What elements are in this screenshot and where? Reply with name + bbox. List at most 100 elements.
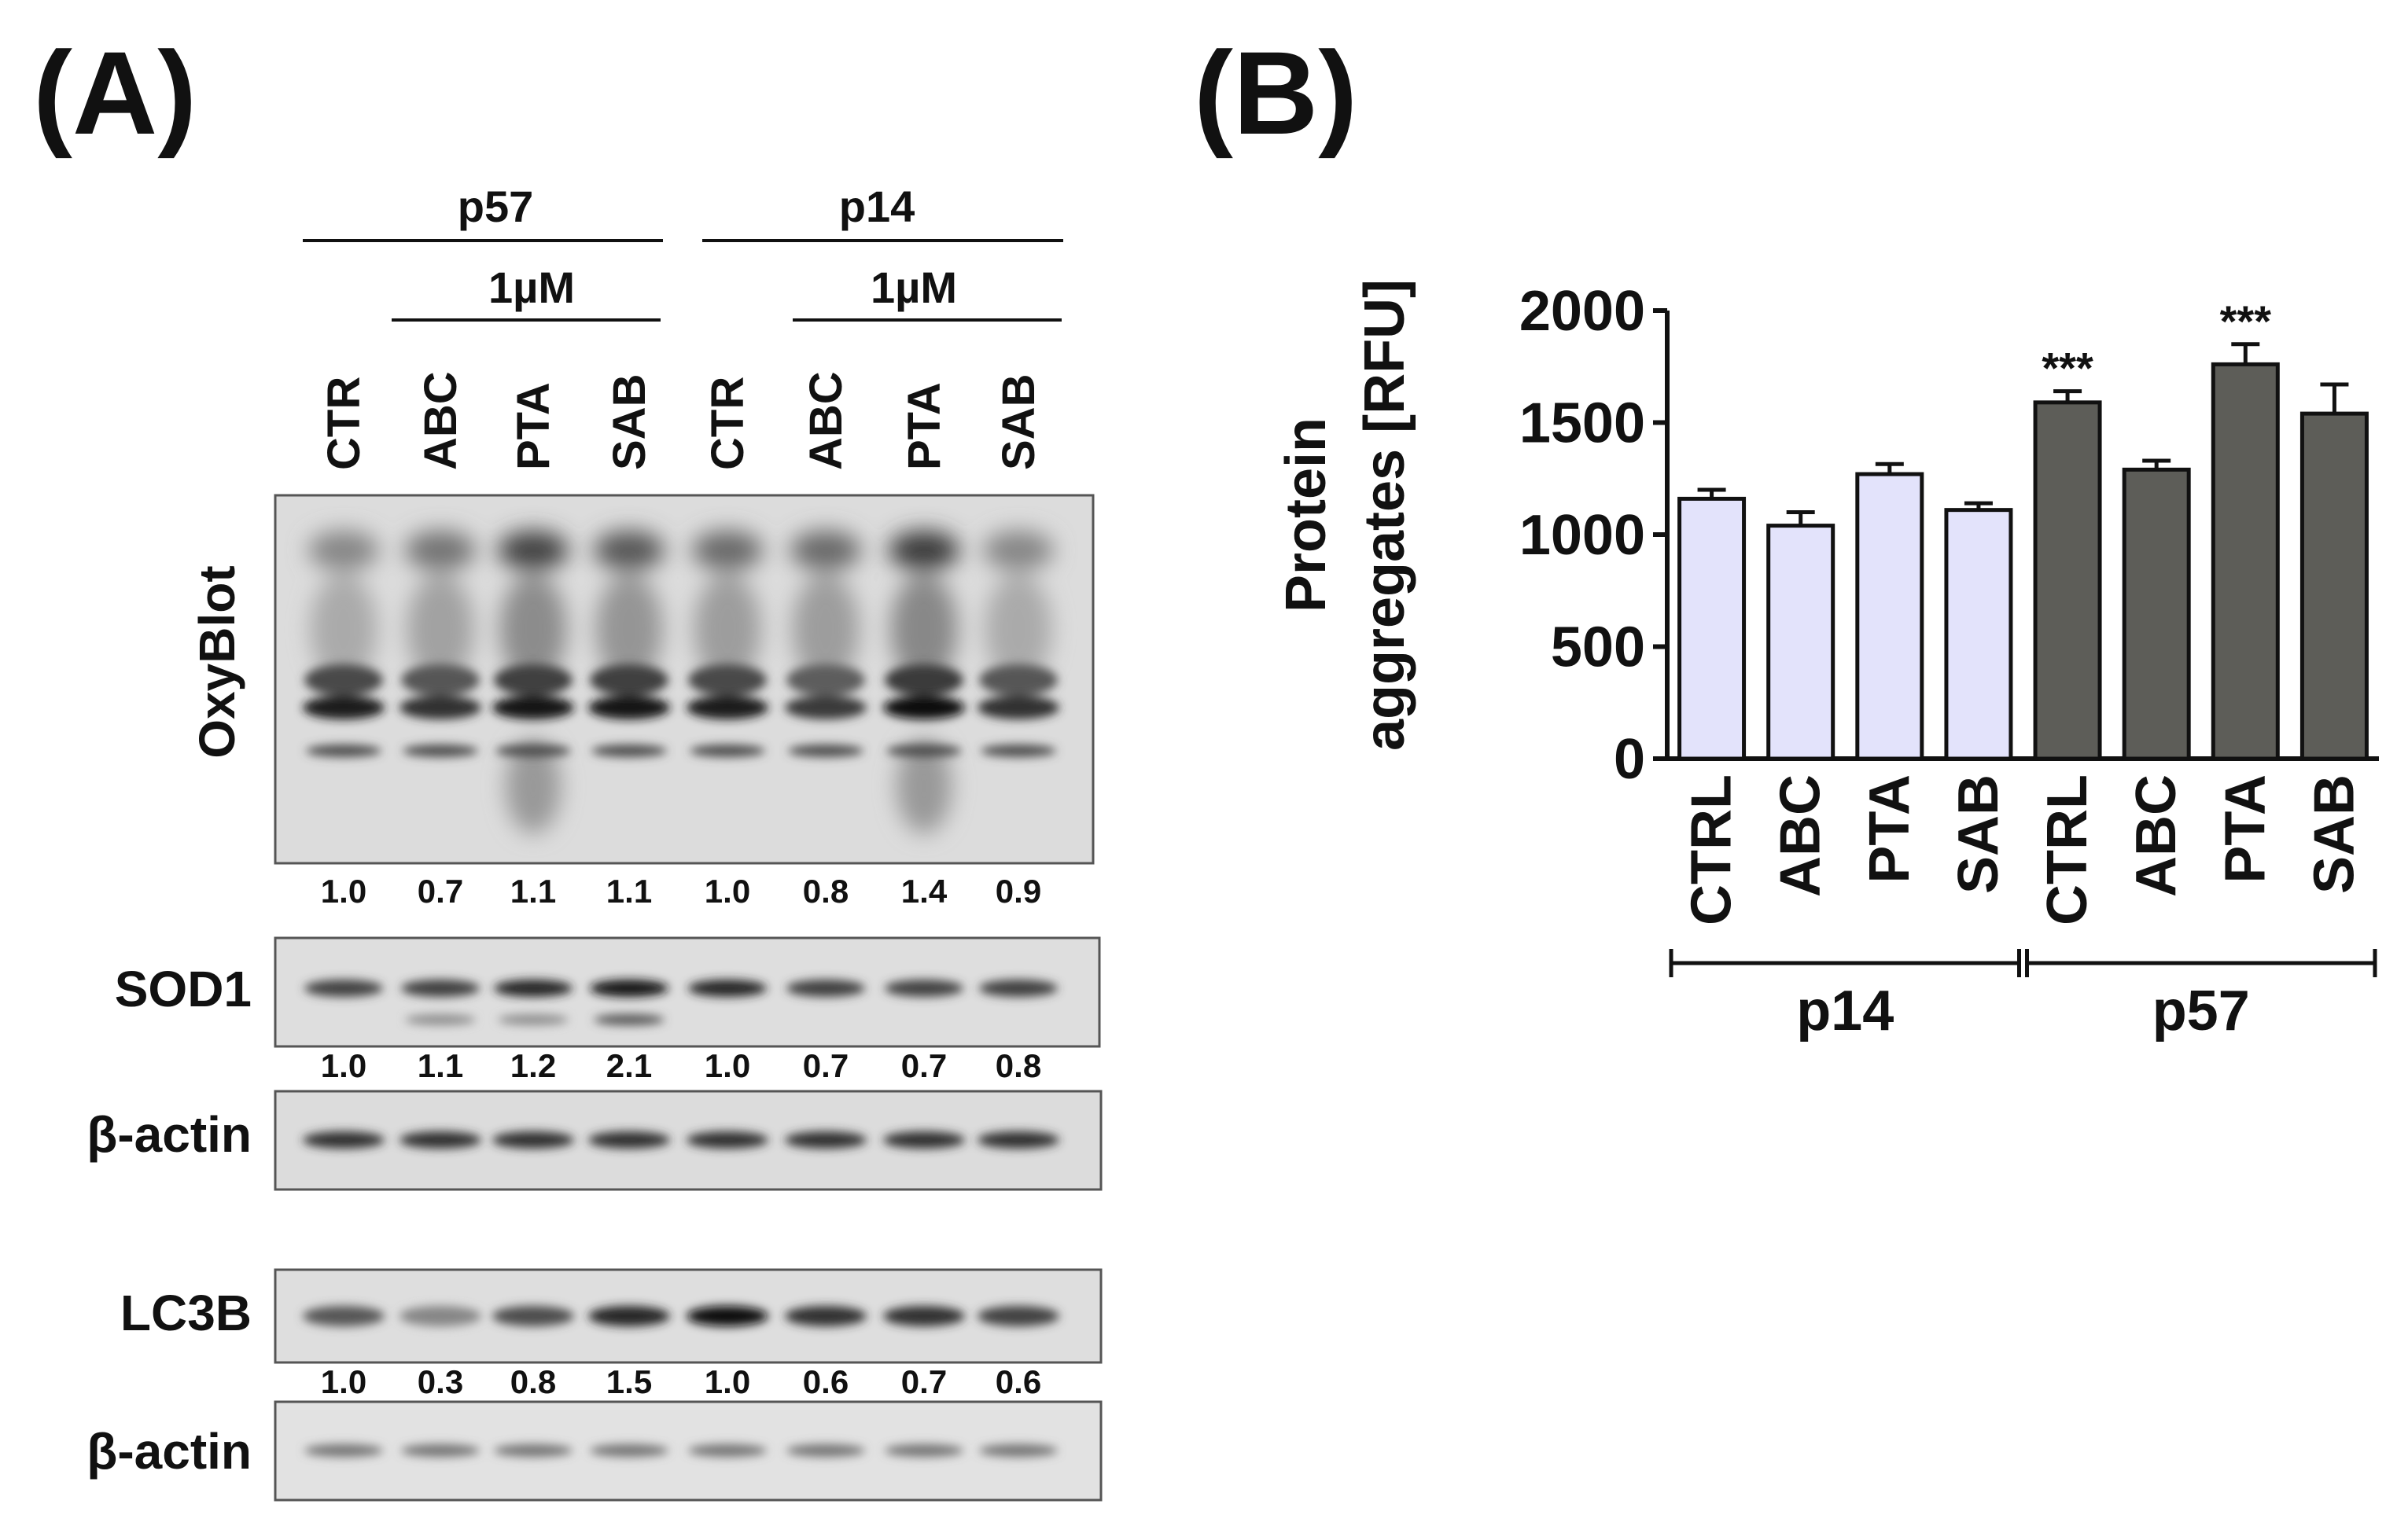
blot-band: [692, 531, 763, 570]
blot-band: [405, 1014, 476, 1025]
quant-value: 0.7: [901, 1363, 947, 1400]
blot-band: [492, 696, 574, 719]
blot-band: [978, 1131, 1059, 1149]
blot-band: [883, 1131, 965, 1149]
quant-value: 0.8: [996, 1047, 1041, 1084]
y-tick-label: 2000: [1519, 280, 1645, 343]
blot-band: [498, 1014, 569, 1025]
blot-band: [978, 696, 1059, 719]
blot-label-oxyblot: OxyBlot: [189, 565, 245, 758]
blot-band: [304, 1444, 383, 1457]
blot-band: [595, 574, 663, 684]
quant-value: 0.6: [996, 1363, 1041, 1400]
quant-value: 1.0: [705, 1363, 750, 1400]
blot-band: [399, 696, 481, 719]
sod1-blot-image: [274, 936, 1101, 1048]
category-label: PTA: [1858, 774, 1921, 884]
lane-label: ABC: [801, 371, 852, 470]
blot-band: [499, 574, 567, 684]
category-label: CTRL: [1681, 774, 1743, 925]
blot-band: [694, 574, 761, 684]
group-header-p14: p14: [839, 182, 915, 231]
blot-band: [494, 664, 573, 696]
blot-band: [403, 745, 478, 757]
blot-band: [506, 739, 561, 833]
blot-band: [308, 531, 379, 570]
quant-value: 2.1: [606, 1047, 652, 1084]
oxyblot-quant-row: 1.0 0.7 1.1 1.1 1.0 0.8 1.4 0.9: [321, 873, 1041, 910]
blot-band: [590, 664, 668, 696]
quant-value: 0.7: [803, 1047, 849, 1084]
blot-band: [981, 745, 1056, 757]
quant-value: 1.1: [510, 873, 556, 910]
blot-band: [688, 980, 767, 997]
blot-band: [303, 1306, 385, 1326]
y-tick-label: 1000: [1519, 504, 1645, 567]
blot-band: [492, 1306, 574, 1326]
blot-band: [885, 1444, 963, 1457]
y-tick-label: 0: [1614, 728, 1645, 791]
blot-band: [786, 1444, 865, 1457]
y-tick-label: 1500: [1519, 392, 1645, 455]
bar: [2033, 400, 2102, 761]
group-label: p57: [2152, 980, 2250, 1042]
blot-band: [399, 1306, 481, 1326]
quant-value: 0.3: [418, 1363, 463, 1400]
blot-band: [304, 664, 383, 696]
bar: [2299, 411, 2369, 761]
lc3b-blot-image: [274, 1268, 1103, 1364]
category-label: PTA: [2214, 774, 2277, 884]
significance-marker: ***: [2220, 296, 2272, 346]
category-label: ABC: [2125, 774, 2188, 897]
blot-band: [792, 574, 860, 684]
quant-value: 0.7: [901, 1047, 947, 1084]
quant-value: 0.8: [510, 1363, 556, 1400]
lane-label: SAB: [604, 374, 655, 470]
blot-band: [494, 980, 573, 997]
blot-band: [688, 1444, 767, 1457]
blot-band: [401, 664, 480, 696]
category-label: SAB: [2303, 774, 2366, 894]
panel-b-letter: (B): [1194, 27, 1357, 159]
quant-value: 1.0: [321, 873, 366, 910]
blot-band: [687, 1131, 768, 1149]
bar-chart: 0 500 1000 1500 2000 CTRL ABC PTA SAB *** CTRL ABC *…: [1519, 280, 2379, 1042]
dose-label-p57: 1µM: [488, 263, 575, 312]
blot-band: [588, 696, 670, 719]
blot-band: [883, 1306, 965, 1326]
beta-actin-blot-image-1: [274, 1090, 1103, 1191]
blot-band: [885, 664, 963, 696]
blot-band: [883, 696, 965, 719]
quant-value: 0.6: [803, 1363, 849, 1400]
quant-value: 0.8: [803, 873, 849, 910]
lane-label: PTA: [508, 382, 559, 470]
blot-label-beta-actin-1: β-actin: [87, 1106, 252, 1163]
category-label: CTRL: [2036, 774, 2099, 925]
blot-band: [785, 1131, 867, 1149]
blot-band: [786, 980, 865, 997]
blot-band: [985, 574, 1052, 684]
quant-value: 1.5: [606, 1363, 652, 1400]
blot-band: [495, 745, 571, 757]
blot-band: [594, 531, 665, 570]
blot-band: [979, 1444, 1058, 1457]
y-axis-label-line1: Protein: [1275, 417, 1338, 612]
bar: [2122, 467, 2191, 761]
blot-band: [785, 696, 867, 719]
blot-band: [979, 980, 1058, 997]
blot-band: [790, 531, 861, 570]
blot-band: [494, 1444, 573, 1457]
blot-band: [979, 664, 1058, 696]
quant-value: 0.9: [996, 873, 1041, 910]
blot-label-beta-actin-2: β-actin: [87, 1423, 252, 1480]
lane-label: ABC: [415, 371, 466, 470]
dose-label-p14: 1µM: [871, 263, 957, 312]
blot-band: [786, 664, 865, 696]
quant-value: 1.1: [606, 873, 652, 910]
bar: [1855, 472, 1924, 761]
blot-band: [690, 745, 765, 757]
blot-band: [310, 574, 377, 684]
blot-band: [492, 1131, 574, 1149]
quant-value: 1.1: [418, 1047, 463, 1084]
